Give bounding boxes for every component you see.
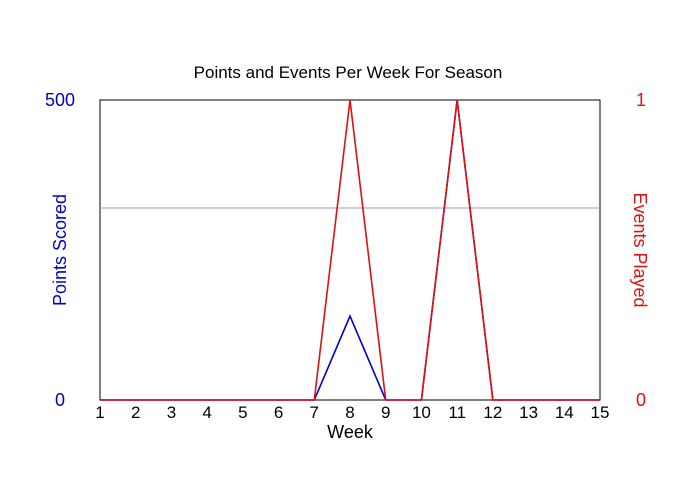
- x-tick-label: 4: [202, 403, 211, 422]
- x-tick-layer: 1 2 3 4 5 6 7 8 9 10 11 12 13 14 15: [95, 403, 609, 422]
- right-tick-label: 0: [636, 390, 646, 410]
- left-tick-layer: 0 500: [45, 90, 75, 410]
- x-tick-label: 6: [274, 403, 283, 422]
- x-tick-label: 12: [483, 403, 502, 422]
- x-tick-label: 3: [167, 403, 176, 422]
- left-tick-label: 0: [55, 390, 65, 410]
- x-tick-label: 11: [448, 403, 466, 422]
- x-tick-label: 7: [310, 403, 319, 422]
- series-layer: [99, 99, 601, 401]
- x-tick-label: 13: [519, 403, 538, 422]
- right-tick-layer: 01: [636, 90, 646, 410]
- x-tick-label: 14: [555, 403, 574, 422]
- right-tick-label: 1: [636, 90, 646, 110]
- x-tick-label: 1: [95, 403, 104, 422]
- x-tick-label: 8: [345, 403, 354, 422]
- x-tick-label: 2: [131, 403, 140, 422]
- left-axis-label: Points Scored: [50, 194, 70, 306]
- x-tick-label: 10: [412, 403, 431, 422]
- x-tick-label: 9: [381, 403, 390, 422]
- x-axis-label: Week: [327, 422, 374, 442]
- x-tick-label: 5: [238, 403, 247, 422]
- chart-title: Points and Events Per Week For Season: [194, 63, 503, 82]
- right-axis-label: Events Played: [630, 192, 650, 307]
- left-tick-label: 500: [45, 90, 75, 110]
- x-tick-label: 15: [591, 403, 610, 422]
